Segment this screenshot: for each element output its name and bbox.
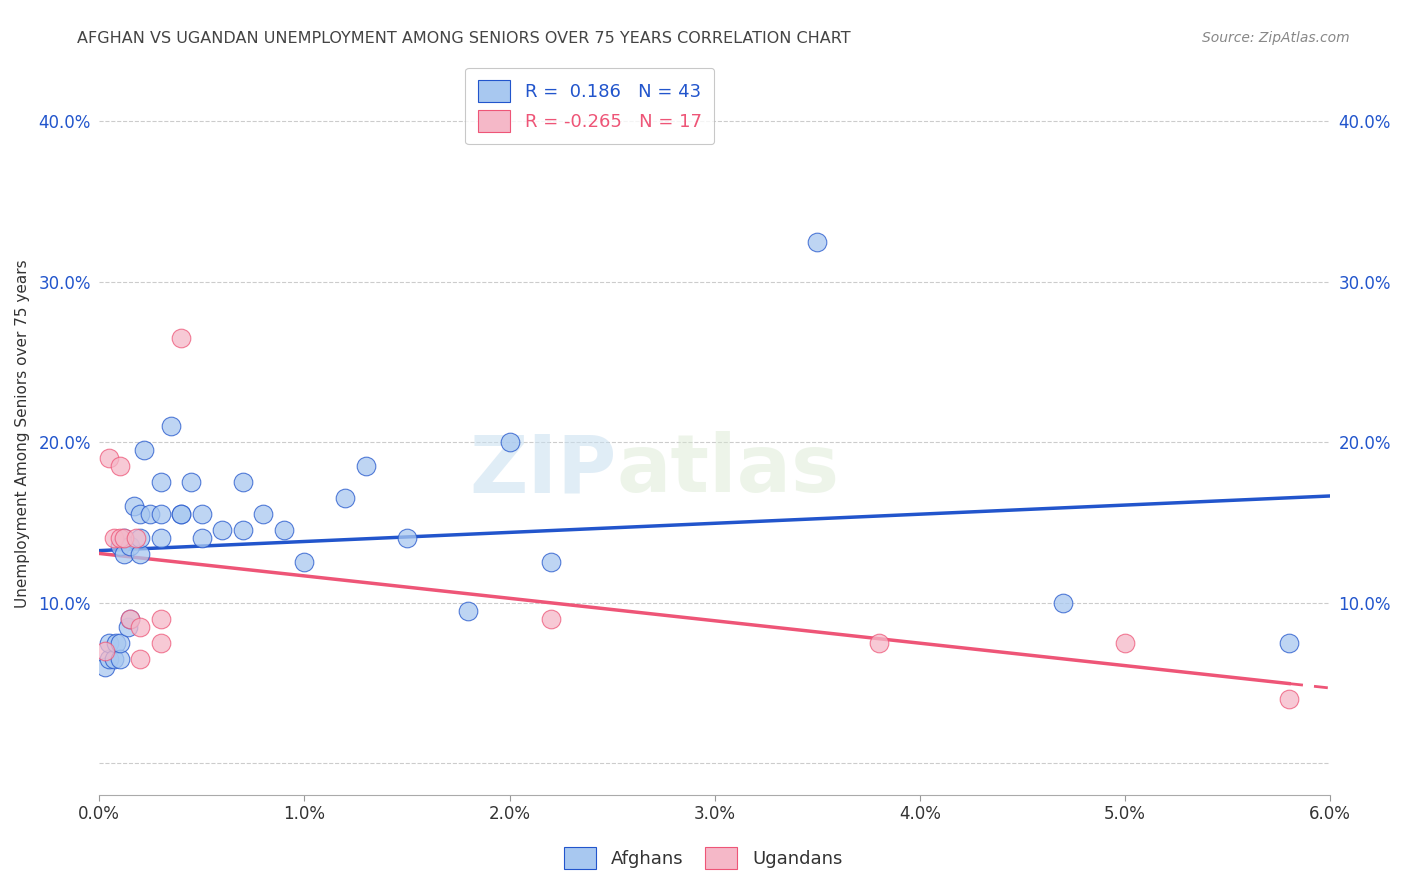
Legend: Afghans, Ugandans: Afghans, Ugandans	[555, 838, 851, 879]
Point	[108, 459, 131, 474]
Point	[125, 532, 148, 546]
Point	[540, 612, 562, 626]
Point	[170, 508, 193, 522]
Point	[149, 508, 172, 522]
Point	[94, 659, 117, 673]
Point	[129, 651, 152, 665]
Point	[252, 508, 274, 522]
Point	[103, 651, 125, 665]
Point	[118, 540, 141, 554]
Point	[129, 508, 152, 522]
Point	[190, 532, 212, 546]
Text: Source: ZipAtlas.com: Source: ZipAtlas.com	[1202, 31, 1350, 45]
Text: atlas: atlas	[616, 431, 839, 509]
Point	[292, 556, 315, 570]
Text: AFGHAN VS UGANDAN UNEMPLOYMENT AMONG SENIORS OVER 75 YEARS CORRELATION CHART: AFGHAN VS UGANDAN UNEMPLOYMENT AMONG SEN…	[77, 31, 851, 46]
Point	[806, 235, 828, 249]
Point	[868, 635, 890, 649]
Point	[190, 508, 212, 522]
Point	[170, 508, 193, 522]
Point	[498, 435, 520, 450]
Point	[149, 475, 172, 490]
Point	[232, 475, 254, 490]
Point	[112, 548, 135, 562]
Point	[117, 620, 139, 634]
Point	[149, 635, 172, 649]
Point	[94, 643, 117, 657]
Point	[129, 532, 152, 546]
Point	[112, 532, 135, 546]
Point	[149, 532, 172, 546]
Point	[108, 635, 131, 649]
Point	[139, 508, 162, 522]
Point	[180, 475, 202, 490]
Point	[1278, 691, 1301, 706]
Point	[1052, 596, 1074, 610]
Point	[170, 331, 193, 345]
Point	[129, 548, 152, 562]
Point	[134, 443, 156, 458]
Text: ZIP: ZIP	[470, 431, 616, 509]
Point	[1278, 635, 1301, 649]
Point	[108, 532, 131, 546]
Point	[129, 620, 152, 634]
Point	[149, 612, 172, 626]
Point	[108, 651, 131, 665]
Point	[118, 612, 141, 626]
Point	[273, 524, 295, 538]
Point	[104, 635, 127, 649]
Point	[232, 524, 254, 538]
Point	[103, 532, 125, 546]
Point	[1114, 635, 1136, 649]
Point	[540, 556, 562, 570]
Point	[108, 540, 131, 554]
Point	[457, 604, 479, 618]
Point	[122, 500, 145, 514]
Point	[98, 651, 121, 665]
Legend: R =  0.186   N = 43, R = -0.265   N = 17: R = 0.186 N = 43, R = -0.265 N = 17	[465, 68, 714, 145]
Y-axis label: Unemployment Among Seniors over 75 years: Unemployment Among Seniors over 75 years	[15, 260, 30, 608]
Point	[335, 491, 357, 506]
Point	[211, 524, 233, 538]
Point	[118, 612, 141, 626]
Point	[112, 532, 135, 546]
Point	[98, 635, 121, 649]
Point	[160, 419, 183, 434]
Point	[395, 532, 418, 546]
Point	[354, 459, 377, 474]
Point	[98, 451, 121, 466]
